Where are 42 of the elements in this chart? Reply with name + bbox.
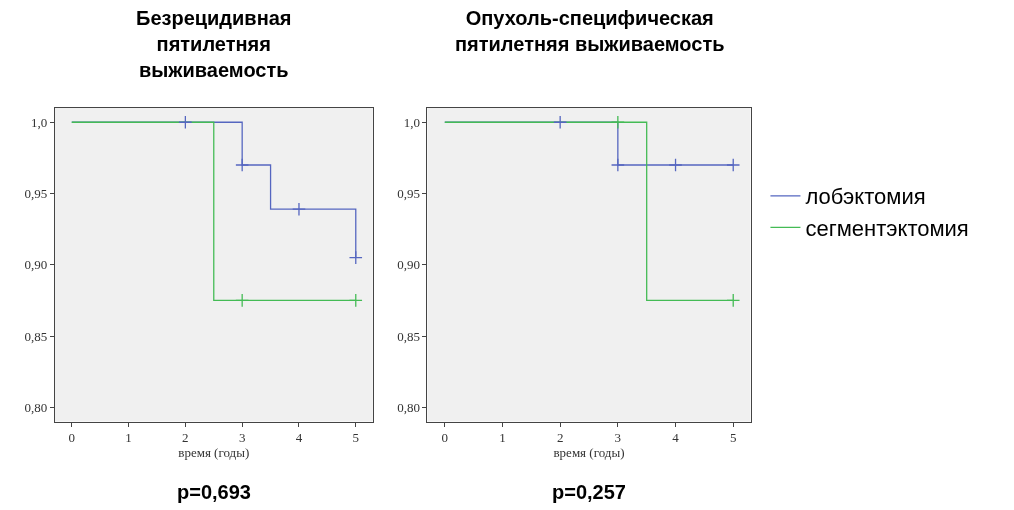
y-tick-label: 0,90 <box>24 257 48 273</box>
point <box>235 293 250 308</box>
text: p=0,257 <box>552 481 626 503</box>
x-tick-label: 5 <box>729 430 737 446</box>
text: p=0,693 <box>177 481 251 503</box>
y-tick-label: 0,95 <box>397 186 420 202</box>
point <box>726 293 741 308</box>
x-tick-label: 2 <box>556 430 564 446</box>
legend-label: лобэктомия <box>805 184 926 210</box>
x-tick-label: 2 <box>182 430 189 446</box>
y-tick-label: 0,80 <box>24 399 48 415</box>
x-tick-label: 4 <box>672 430 680 446</box>
point <box>553 115 568 130</box>
point <box>292 202 306 217</box>
y-tick-label: 1,0 <box>30 114 48 130</box>
y-tick-label: 0,80 <box>397 399 420 415</box>
y-tick-label: 0,85 <box>24 328 48 344</box>
x-tick-label: 4 <box>295 430 303 446</box>
point <box>348 250 363 265</box>
x-tick-label: 0 <box>68 430 76 446</box>
point <box>610 158 625 172</box>
x-tick-label: 3 <box>614 430 622 446</box>
chart-title: Безрецидивная пятилетняя выживаемость <box>136 7 292 81</box>
point <box>348 293 363 308</box>
x-axis-title: время (годы) <box>178 445 250 461</box>
x-tick-label: 3 <box>238 430 246 446</box>
x-tick-label: 1 <box>125 430 132 446</box>
legend-label: сегментэктомия <box>805 215 969 241</box>
point <box>610 115 625 130</box>
point <box>235 158 250 172</box>
x-tick-label: 0 <box>441 430 449 446</box>
point <box>668 158 683 172</box>
y-tick-label: 1,0 <box>403 114 420 130</box>
x-axis-title: время (годы) <box>553 445 625 461</box>
x-tick-label: 5 <box>352 430 360 446</box>
point <box>178 115 193 130</box>
x-tick-label: 1 <box>499 430 506 446</box>
point <box>726 158 741 172</box>
y-tick-label: 0,90 <box>397 257 420 273</box>
y-tick-label: 0,95 <box>24 186 48 202</box>
chart-title: Опухоль-специфическая пятилетняя выживаемость <box>455 7 725 55</box>
y-tick-label: 0,85 <box>397 328 420 344</box>
